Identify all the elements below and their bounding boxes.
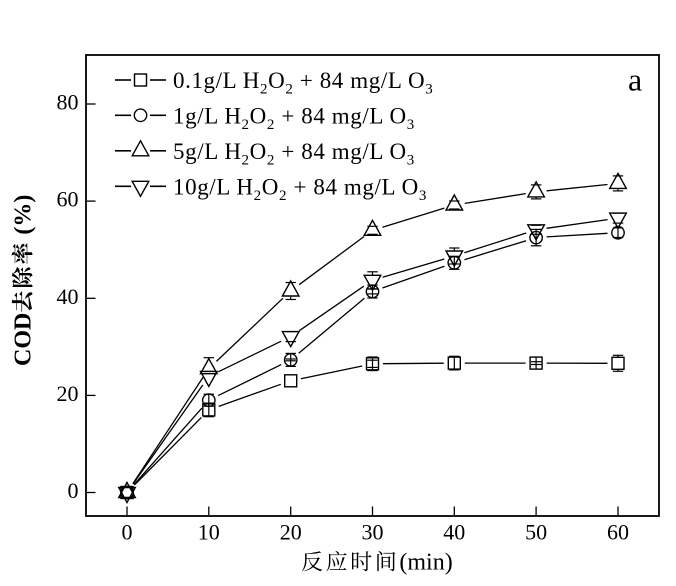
svg-text:a: a bbox=[628, 62, 642, 98]
svg-text:20: 20 bbox=[280, 520, 302, 545]
svg-text:80: 80 bbox=[57, 90, 79, 115]
svg-text:0: 0 bbox=[68, 478, 79, 503]
svg-text:60: 60 bbox=[607, 520, 629, 545]
svg-text:30: 30 bbox=[362, 520, 384, 545]
svg-text:40: 40 bbox=[443, 520, 465, 545]
svg-text:0: 0 bbox=[122, 520, 133, 545]
svg-text:(min): (min) bbox=[399, 550, 452, 576]
svg-text:10: 10 bbox=[198, 520, 220, 545]
svg-text:60: 60 bbox=[57, 187, 79, 212]
svg-text:COD: COD bbox=[11, 313, 37, 366]
svg-text:(%): (%) bbox=[11, 195, 37, 241]
svg-text:50: 50 bbox=[525, 520, 547, 545]
svg-text:40: 40 bbox=[57, 284, 79, 309]
svg-text:20: 20 bbox=[57, 381, 79, 406]
